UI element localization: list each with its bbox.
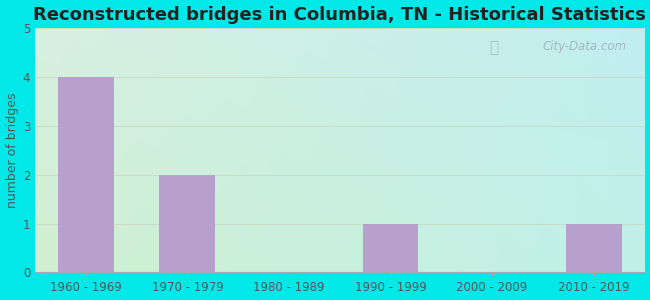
Text: ⦾: ⦾ [489,40,498,55]
Bar [363,224,419,272]
Text: City-Data.com: City-Data.com [542,40,626,53]
Y-axis label: number of bridges: number of bridges [6,92,19,208]
Bar [566,224,621,272]
Bar [58,77,114,272]
Bar [159,175,215,272]
Title: Reconstructed bridges in Columbia, TN - Historical Statistics: Reconstructed bridges in Columbia, TN - … [33,6,646,24]
